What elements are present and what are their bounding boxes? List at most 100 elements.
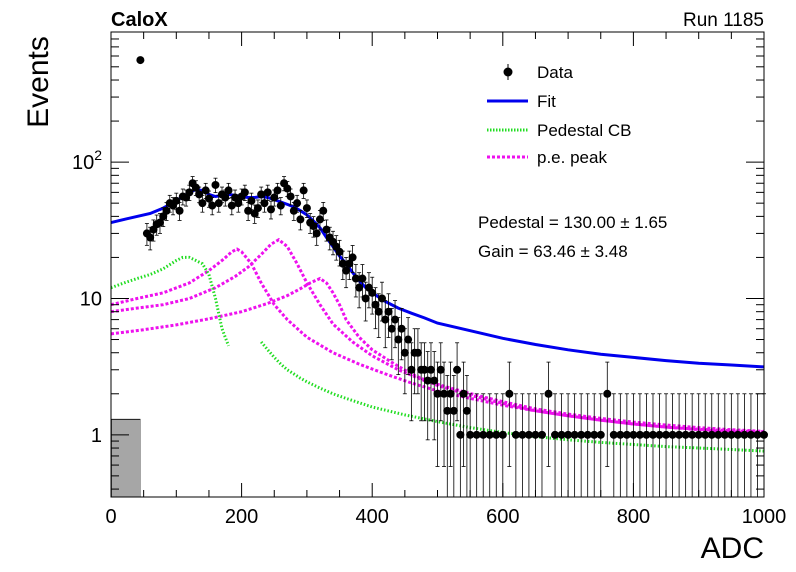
data-marker [609, 430, 618, 439]
data-point [681, 393, 690, 497]
data-point [413, 328, 422, 395]
data-marker [590, 430, 599, 439]
data-point [505, 361, 514, 467]
data-marker [397, 324, 406, 333]
data-point [315, 210, 324, 231]
data-point [694, 393, 703, 497]
x-tick-label: 1000 [742, 506, 787, 528]
data-marker [208, 201, 217, 210]
data-marker [348, 253, 357, 262]
data-marker [505, 389, 514, 398]
data-point [609, 393, 618, 497]
data-marker [518, 430, 527, 439]
data-marker [172, 196, 181, 205]
data-point [544, 361, 553, 467]
data-point [381, 300, 390, 349]
data-marker [312, 229, 321, 238]
data-marker [616, 430, 625, 439]
data-marker [371, 300, 380, 309]
x-axis-title: ADC [701, 532, 764, 565]
data-marker [557, 430, 566, 439]
data-marker [253, 204, 262, 213]
data-point [498, 393, 507, 497]
data-marker [387, 324, 396, 333]
data-marker [221, 193, 230, 202]
data-marker [293, 199, 302, 208]
data-marker [191, 183, 200, 192]
data-point [260, 194, 269, 213]
data-marker [276, 201, 285, 210]
x-tick-label: 800 [617, 506, 650, 528]
pedestal-result: Pedestal = 130.00 ± 1.65 [478, 213, 667, 232]
data-marker [413, 348, 422, 357]
data-marker [449, 406, 458, 415]
data-marker [436, 365, 445, 374]
data-marker [201, 186, 210, 195]
data-marker [257, 190, 266, 199]
data-marker [544, 389, 553, 398]
data-point [466, 393, 475, 497]
data-marker [430, 376, 439, 385]
data-marker [315, 215, 324, 224]
y-tick-label: 1 [91, 425, 102, 447]
data-point [622, 393, 631, 497]
data-point [312, 223, 321, 246]
legend-label-pedestal: Pedestal CB [537, 121, 632, 140]
data-point [253, 199, 262, 218]
data-point [531, 393, 540, 497]
data-point [449, 375, 458, 497]
data-marker [214, 199, 223, 208]
data-marker [384, 307, 393, 316]
data-point [551, 393, 560, 497]
data-marker [498, 430, 507, 439]
data-point [351, 264, 360, 298]
data-point [227, 197, 236, 216]
legend: Data Fit Pedestal CB p.e. peak [487, 63, 632, 167]
data-marker [368, 288, 377, 297]
data-marker [701, 430, 710, 439]
data-point [136, 56, 145, 65]
data-marker [668, 430, 677, 439]
data-marker-icon [503, 67, 513, 77]
data-point [616, 393, 625, 497]
data-marker [642, 430, 651, 439]
data-marker [289, 206, 298, 215]
data-point [286, 188, 295, 206]
uncertainty-hatch-layer [111, 418, 141, 497]
data-point [224, 182, 233, 199]
data-point [387, 308, 396, 361]
data-marker [453, 365, 462, 374]
data-point [436, 342, 445, 422]
data-marker [622, 430, 631, 439]
data-point [368, 276, 377, 315]
data-marker [440, 389, 449, 398]
data-point [302, 199, 311, 218]
data-point [201, 182, 210, 199]
data-point [629, 393, 638, 497]
x-tick-label: 200 [225, 506, 258, 528]
data-marker [714, 430, 723, 439]
legend-label-data: Data [537, 63, 573, 82]
data-point [446, 361, 455, 467]
data-marker [263, 188, 272, 197]
data-point [338, 250, 347, 280]
data-marker [635, 430, 644, 439]
data-point [358, 264, 367, 298]
data-point [404, 317, 413, 376]
x-tick-label: 600 [486, 506, 519, 528]
data-marker [296, 215, 305, 224]
data-marker [394, 335, 403, 344]
data-point [211, 177, 220, 194]
data-marker [577, 430, 586, 439]
data-point [648, 393, 657, 497]
data-marker [309, 222, 318, 231]
data-point [511, 393, 520, 497]
data-marker [247, 196, 256, 205]
data-marker [511, 430, 520, 439]
data-marker [407, 365, 416, 374]
data-point [374, 293, 383, 338]
data-marker [537, 430, 546, 439]
data-point [459, 361, 468, 467]
data-points-layer [136, 56, 768, 497]
data-point [296, 210, 305, 231]
